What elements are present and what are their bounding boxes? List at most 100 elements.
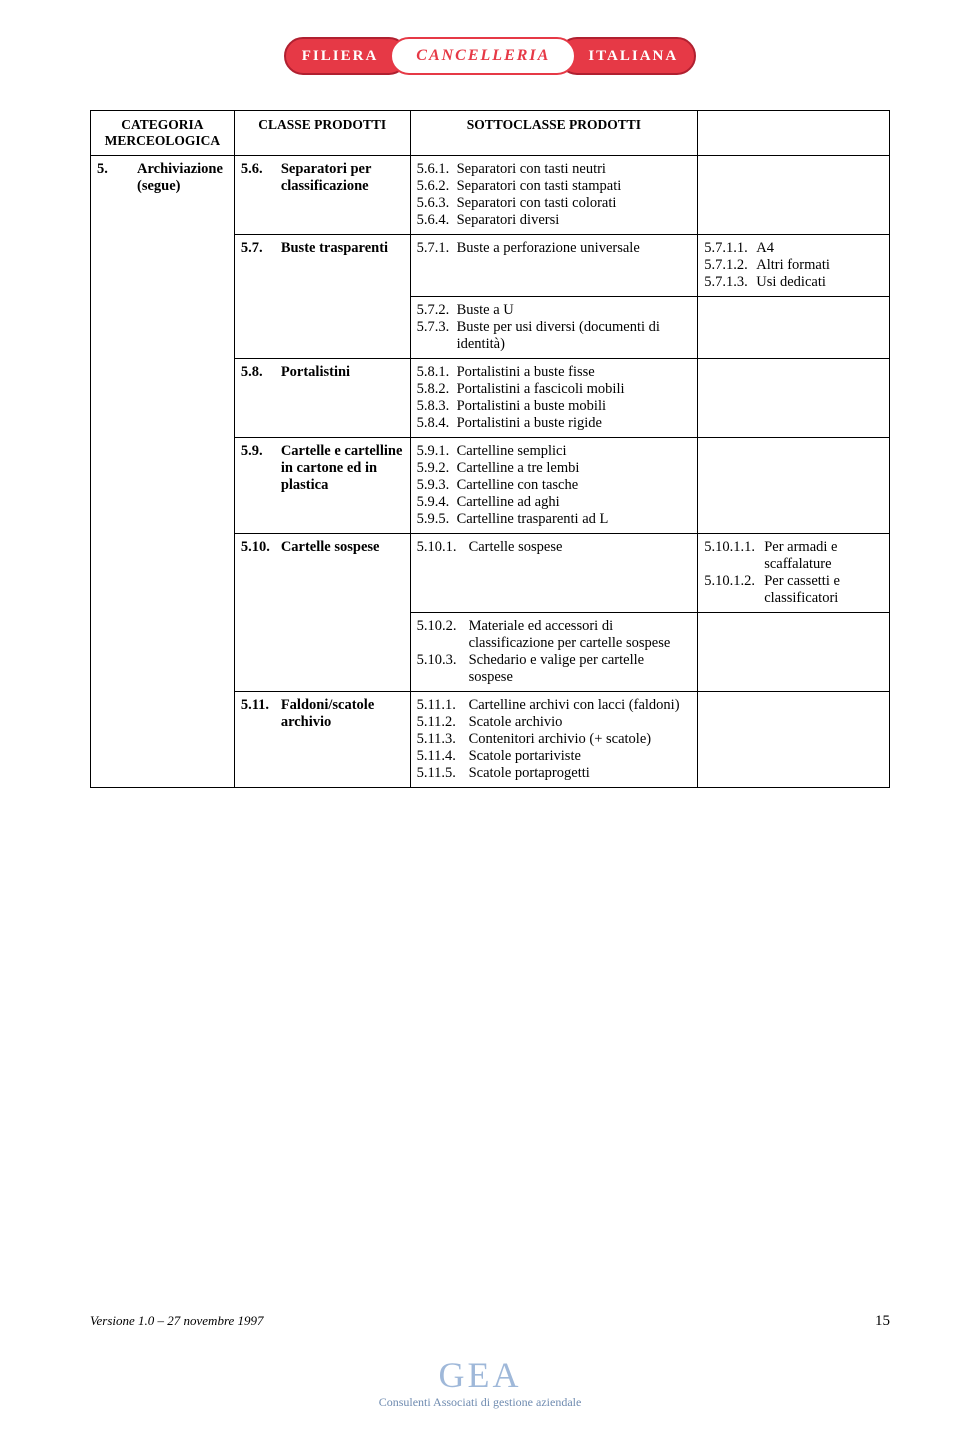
sub-label: Separatori diversi <box>457 212 692 229</box>
det-code: 5.7.1.3. <box>704 274 756 291</box>
version-text: Versione 1.0 – 27 novembre 1997 <box>90 1313 264 1329</box>
sub-code: 5.11.3. <box>417 731 469 748</box>
det-label: A4 <box>756 240 883 257</box>
header-logo: FILIERA CANCELLERIA ITALIANA <box>90 30 890 82</box>
cell-detail <box>698 692 890 788</box>
sub-label: Scatole archivio <box>469 714 692 731</box>
sub-code: 5.6.3. <box>417 195 457 212</box>
sub-label: Cartelline a tre lembi <box>457 460 692 477</box>
gea-footer: GEA Consulenti Associati di gestione azi… <box>0 1357 960 1410</box>
class-label: Portalistini <box>281 364 404 381</box>
sub-code: 5.6.4. <box>417 212 457 229</box>
sub-code: 5.11.1. <box>417 697 469 714</box>
sub-code: 5.7.1. <box>417 240 457 257</box>
sub-code: 5.7.2. <box>417 302 457 319</box>
class-label: Faldoni/scatole archivio <box>281 697 404 731</box>
cell-classe: 5.8. Portalistini <box>234 359 410 438</box>
sub-label: Cartelline archivi con lacci (faldoni) <box>469 697 692 714</box>
cat-code: 5. <box>97 161 137 195</box>
sub-label: Separatori con tasti colorati <box>457 195 692 212</box>
det-code: 5.10.1.2. <box>704 573 764 607</box>
det-label: Per cassetti e classificatori <box>764 573 883 607</box>
sub-code: 5.9.4. <box>417 494 457 511</box>
sub-label: Scatole portariviste <box>469 748 692 765</box>
sub-code: 5.7.3. <box>417 319 457 353</box>
cat-label: Archiviazione (segue) <box>137 161 228 195</box>
classification-table: CATEGORIA MERCEOLOGICA CLASSE PRODOTTI S… <box>90 110 890 788</box>
page-number: 15 <box>875 1313 890 1330</box>
cell-sottoclasse: 5.6.1.Separatori con tasti neutri 5.6.2.… <box>410 156 698 235</box>
class-label: Cartelle e cartelline in cartone ed in p… <box>281 443 404 494</box>
cell-classe: 5.11. Faldoni/scatole archivio <box>234 692 410 788</box>
cell-detail: 5.7.1.1.A4 5.7.1.2.Altri formati 5.7.1.3… <box>698 235 890 297</box>
sub-label: Portalistini a buste mobili <box>457 398 692 415</box>
class-code: 5.11. <box>241 697 281 731</box>
sub-label: Cartelline trasparenti ad L <box>457 511 692 528</box>
class-code: 5.10. <box>241 539 281 556</box>
cell-detail <box>698 359 890 438</box>
table-header-row: CATEGORIA MERCEOLOGICA CLASSE PRODOTTI S… <box>91 111 890 156</box>
cell-detail <box>698 156 890 235</box>
class-label: Buste trasparenti <box>281 240 404 257</box>
cell-sottoclasse: 5.10.1.Cartelle sospese <box>410 534 698 613</box>
sub-code: 5.9.5. <box>417 511 457 528</box>
class-code: 5.9. <box>241 443 281 494</box>
th-blank <box>698 111 890 156</box>
logo-mid: CANCELLERIA <box>390 37 576 75</box>
footer-line: Versione 1.0 – 27 novembre 1997 15 <box>90 1313 890 1330</box>
class-code: 5.6. <box>241 161 281 195</box>
sub-label: Separatori con tasti stampati <box>457 178 692 195</box>
sub-label: Portalistini a buste rigide <box>457 415 692 432</box>
cell-categoria: 5. Archiviazione (segue) <box>91 156 235 788</box>
cell-detail <box>698 613 890 692</box>
sub-code: 5.9.3. <box>417 477 457 494</box>
sub-code: 5.6.1. <box>417 161 457 178</box>
sub-label: Portalistini a fascicoli mobili <box>457 381 692 398</box>
class-label: Separatori per classificazione <box>281 161 404 195</box>
cell-classe: 5.6. Separatori per classificazione <box>234 156 410 235</box>
chain-logo: FILIERA CANCELLERIA ITALIANA <box>284 30 696 82</box>
th-sottoclasse: SOTTOCLASSE PRODOTTI <box>410 111 698 156</box>
cell-detail: 5.10.1.1.Per armadi e scaffalature 5.10.… <box>698 534 890 613</box>
cell-sottoclasse: 5.8.1.Portalistini a buste fisse 5.8.2.P… <box>410 359 698 438</box>
sub-code: 5.6.2. <box>417 178 457 195</box>
det-code: 5.10.1.1. <box>704 539 764 573</box>
table-row: 5. Archiviazione (segue) 5.6. Separatori… <box>91 156 890 235</box>
sub-label: Cartelline semplici <box>457 443 692 460</box>
sub-code: 5.8.1. <box>417 364 457 381</box>
sub-code: 5.11.5. <box>417 765 469 782</box>
page: FILIERA CANCELLERIA ITALIANA CATEGORIA M… <box>0 0 960 1440</box>
cell-sottoclasse: 5.10.2.Materiale ed accessori di classif… <box>410 613 698 692</box>
cell-sottoclasse: 5.9.1.Cartelline semplici 5.9.2.Cartelli… <box>410 438 698 534</box>
class-code: 5.7. <box>241 240 281 257</box>
cell-detail <box>698 297 890 359</box>
cell-sottoclasse: 5.11.1.Cartelline archivi con lacci (fal… <box>410 692 698 788</box>
sub-code: 5.9.2. <box>417 460 457 477</box>
sub-code: 5.8.3. <box>417 398 457 415</box>
sub-label: Contenitori archivio (+ scatole) <box>469 731 692 748</box>
sub-code: 5.9.1. <box>417 443 457 460</box>
sub-code: 5.8.2. <box>417 381 457 398</box>
th-categoria: CATEGORIA MERCEOLOGICA <box>91 111 235 156</box>
cell-sottoclasse: 5.7.1.Buste a perforazione universale <box>410 235 698 297</box>
det-label: Usi dedicati <box>756 274 883 291</box>
sub-code: 5.11.2. <box>417 714 469 731</box>
det-code: 5.7.1.1. <box>704 240 756 257</box>
sub-label: Cartelle sospese <box>469 539 692 556</box>
sub-label: Buste a U <box>457 302 692 319</box>
sub-code: 5.10.3. <box>417 652 469 686</box>
cell-classe: 5.7. Buste trasparenti <box>234 235 410 359</box>
gea-subtitle: Consulenti Associati di gestione azienda… <box>0 1395 960 1410</box>
cell-classe: 5.10. Cartelle sospese <box>234 534 410 692</box>
sub-label: Separatori con tasti neutri <box>457 161 692 178</box>
sub-label: Scatole portaprogetti <box>469 765 692 782</box>
sub-code: 5.11.4. <box>417 748 469 765</box>
sub-label: Cartelline ad aghi <box>457 494 692 511</box>
class-label: Cartelle sospese <box>281 539 404 556</box>
cell-detail <box>698 438 890 534</box>
gea-logo-text: GEA <box>0 1357 960 1393</box>
sub-code: 5.8.4. <box>417 415 457 432</box>
sub-label: Buste a perforazione universale <box>457 240 692 257</box>
cell-sottoclasse: 5.7.2.Buste a U 5.7.3.Buste per usi dive… <box>410 297 698 359</box>
sub-label: Portalistini a buste fisse <box>457 364 692 381</box>
